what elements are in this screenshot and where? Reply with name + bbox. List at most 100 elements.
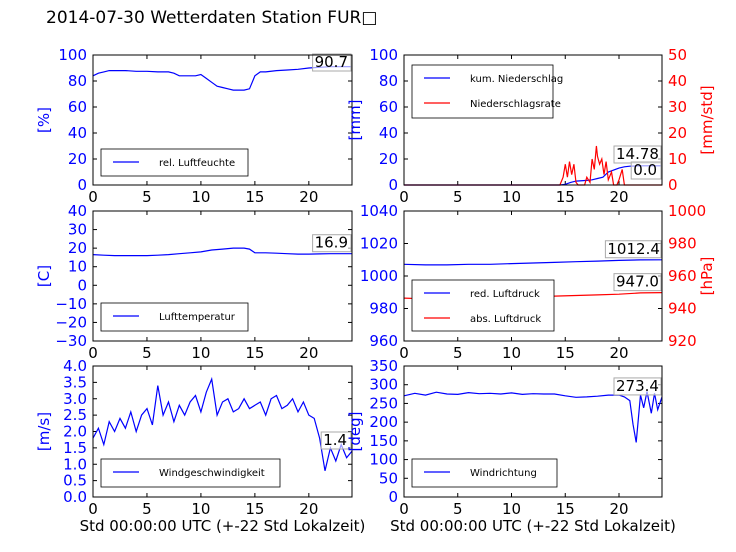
y-tick-label: 1000 xyxy=(360,267,398,285)
y2-tick-label: 920 xyxy=(668,332,697,350)
y2-tick-label: 10 xyxy=(668,150,687,168)
y-tick-label: 3.0 xyxy=(63,390,87,408)
legend-label: red. Luftdruck xyxy=(470,289,540,300)
x-tick-label: 0 xyxy=(399,188,409,206)
legend: Lufttemperatur xyxy=(100,302,249,332)
y-tick-label: 80 xyxy=(68,72,87,90)
current-value-label: 947.0 xyxy=(616,273,659,291)
y-tick-label: 20 xyxy=(379,150,398,168)
y2-tick-label: 30 xyxy=(668,98,687,116)
series-red-luftdruck xyxy=(403,259,663,266)
y2-tick-label: 0 xyxy=(668,176,678,194)
y-tick-label: 0 xyxy=(77,276,87,294)
current-value-box xyxy=(630,161,662,180)
legend-label: Lufttemperatur xyxy=(159,312,236,323)
y-tick-label: 1.5 xyxy=(63,439,87,457)
x-axis-label: Std 00:00:00 UTC (+-22 Std Lokalzeit) xyxy=(80,517,366,535)
y-tick-label: 0.5 xyxy=(63,472,87,490)
y-tick-label: 2.0 xyxy=(63,423,87,441)
current-value-label: 0.0 xyxy=(633,161,657,179)
x-tick-label: 10 xyxy=(191,344,210,362)
y2-tick-label: 1000 xyxy=(668,202,706,220)
x-tick-label: 10 xyxy=(502,500,521,518)
x-tick-label: 0 xyxy=(399,344,409,362)
legend: Windrichtung xyxy=(411,458,558,488)
plot-frame xyxy=(403,210,663,342)
y-tick-label: 960 xyxy=(369,332,398,350)
plot-frame xyxy=(92,365,353,498)
x-tick-label: 20 xyxy=(299,188,318,206)
chart-windspeed: 0.00.51.01.52.02.53.03.54.0 0 5 10 15 20 [m/s]… xyxy=(35,357,365,535)
current-value-box xyxy=(312,234,352,253)
chart-precip: 0 20 40 60 80 100 0 10 20 30 40 50 0 5 10 15 20 [mm] [mm/s… xyxy=(346,46,716,206)
series-rel-luftfeuchte xyxy=(92,66,352,91)
x-tick-label: 0 xyxy=(88,500,98,518)
legend-label: kum. Niederschlag xyxy=(470,74,563,85)
page-title: 2014-07-30 Wetterdaten Station FUR□ xyxy=(46,8,378,28)
y-tick-label: 2.5 xyxy=(63,406,87,424)
y-tick-label: 350 xyxy=(369,357,398,375)
y-tick-label: 20 xyxy=(68,150,87,168)
x-tick-label: 15 xyxy=(556,500,575,518)
y-tick-label: 0 xyxy=(77,176,87,194)
y-tick-label: 0 xyxy=(388,488,398,506)
series-windgeschwindigkeit xyxy=(92,376,353,471)
x-tick-label: 20 xyxy=(299,500,318,518)
y-tick-label: 50 xyxy=(379,469,398,487)
current-value-label: 1012.4 xyxy=(607,240,660,258)
y-axis-label: [%] xyxy=(35,107,53,133)
y-tick-label: 1020 xyxy=(360,235,398,253)
y-tick-label: 10 xyxy=(68,258,87,276)
y-tick-label: 4.0 xyxy=(63,357,87,375)
y-tick-label: 20 xyxy=(68,239,87,257)
x-tick-label: 5 xyxy=(453,344,463,362)
y2-tick-label: 20 xyxy=(668,124,687,142)
y-tick-label: 80 xyxy=(379,72,398,90)
y-tick-label: −20 xyxy=(55,313,87,331)
plot-frame xyxy=(92,54,353,186)
plot-frame xyxy=(403,54,663,186)
y-tick-label: 0.0 xyxy=(63,488,87,506)
y2-axis-label: [mm/std] xyxy=(698,85,716,154)
current-value-box xyxy=(613,273,662,292)
y2-axis-label: [hPa] xyxy=(698,257,716,296)
y-tick-label: 60 xyxy=(379,98,398,116)
legend: red. Luftdruck abs. Luftdruck xyxy=(411,279,555,332)
y-tick-label: 100 xyxy=(369,46,398,64)
current-value-label: 16.9 xyxy=(315,234,348,252)
chart-humidity: 0 20 40 60 80 100 0 5 10 15 20 [%] 90.7 rel. Luftfeuc… xyxy=(35,46,353,206)
y-tick-label: 60 xyxy=(68,98,87,116)
y-tick-label: 3.5 xyxy=(63,373,87,391)
y-tick-label: 980 xyxy=(369,300,398,318)
x-tick-label: 20 xyxy=(609,500,628,518)
legend-label: Windgeschwindigkeit xyxy=(159,468,265,479)
x-tick-label: 5 xyxy=(453,188,463,206)
plot-frame xyxy=(403,365,663,498)
y-tick-label: 1040 xyxy=(360,202,398,220)
y-tick-label: 250 xyxy=(369,394,398,412)
y2-tick-label: 960 xyxy=(668,267,697,285)
x-tick-label: 10 xyxy=(502,344,521,362)
y-tick-label: 100 xyxy=(369,451,398,469)
current-value-label: 90.7 xyxy=(315,53,348,71)
x-tick-label: 20 xyxy=(299,344,318,362)
x-tick-label: 15 xyxy=(245,344,264,362)
current-value-box xyxy=(320,431,352,450)
legend-label: Windrichtung xyxy=(470,468,537,479)
y-tick-label: 0 xyxy=(388,176,398,194)
legend-label: Niederschlagsrate xyxy=(470,99,561,110)
y-axis-label: [m/s] xyxy=(35,412,53,451)
x-tick-label: 5 xyxy=(142,344,152,362)
x-tick-label: 0 xyxy=(88,344,98,362)
current-value-box xyxy=(312,53,352,72)
x-tick-label: 15 xyxy=(245,188,264,206)
x-tick-label: 15 xyxy=(245,500,264,518)
current-value-label: 273.4 xyxy=(616,377,659,395)
y2-tick-label: 50 xyxy=(668,46,687,64)
legend-box xyxy=(411,279,555,332)
chart-pressure: 960 980 1000 1020 1040 920 940 960 980 1000 0 5 10 15… xyxy=(360,202,716,362)
y-axis-label: [mm] xyxy=(346,100,364,141)
